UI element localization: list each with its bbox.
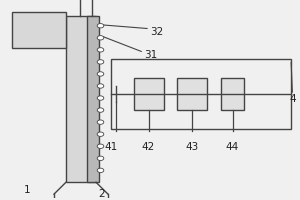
Circle shape: [97, 48, 104, 52]
Bar: [134, 78, 164, 110]
Circle shape: [97, 132, 104, 136]
Bar: [111, 59, 291, 129]
Circle shape: [97, 36, 104, 40]
Text: 42: 42: [142, 142, 155, 152]
Circle shape: [97, 108, 104, 112]
Circle shape: [97, 120, 104, 124]
Bar: [12, 12, 66, 48]
Circle shape: [97, 168, 104, 173]
Circle shape: [97, 156, 104, 160]
Bar: [66, 16, 96, 182]
Circle shape: [97, 24, 104, 28]
Bar: [87, 16, 99, 182]
Circle shape: [97, 144, 104, 148]
Text: 2: 2: [99, 189, 105, 199]
Bar: [177, 78, 207, 110]
Bar: [221, 78, 244, 110]
Text: 31: 31: [144, 50, 157, 60]
Circle shape: [97, 84, 104, 88]
Text: 41: 41: [104, 142, 118, 152]
Circle shape: [97, 72, 104, 76]
Text: 44: 44: [226, 142, 239, 152]
Circle shape: [97, 96, 104, 100]
Text: 1: 1: [24, 185, 30, 195]
Text: 43: 43: [185, 142, 199, 152]
Text: 32: 32: [150, 27, 163, 37]
Text: 4: 4: [289, 94, 296, 104]
Circle shape: [97, 60, 104, 64]
